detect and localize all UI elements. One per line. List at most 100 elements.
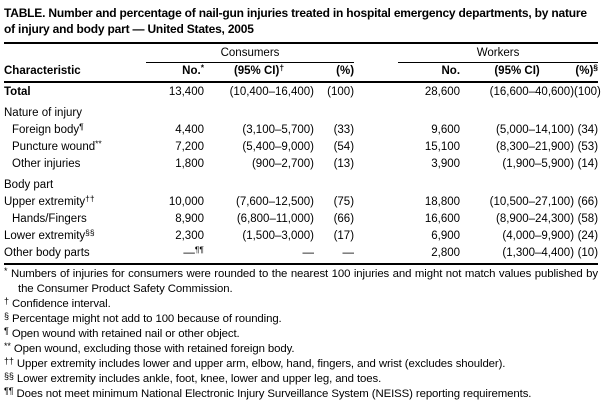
row-label: Puncture wound** bbox=[4, 139, 146, 156]
row-label-text: Other body parts bbox=[4, 247, 90, 259]
cell-consumers-no: —¶¶ bbox=[146, 245, 204, 262]
footnote-text: Open wound, excluding those with retaine… bbox=[13, 343, 295, 355]
col-header-workers-ci: (95% CI) bbox=[460, 62, 575, 83]
footnote-marker: ** bbox=[95, 138, 102, 149]
col-header-text: (%) bbox=[575, 65, 594, 77]
footnote-text: Percentage might not add to 100 because … bbox=[11, 313, 282, 325]
cell-workers-ci: (16,600–40,600) bbox=[489, 86, 575, 98]
injury-table: Consumers Workers Characteristic No.* (9… bbox=[4, 44, 601, 262]
footnote-text: Does not meet minimum National Electroni… bbox=[16, 388, 532, 400]
footnote: ¶¶ Does not meet minimum National Electr… bbox=[4, 387, 598, 402]
cell-consumers-no: 10,000 bbox=[168, 196, 204, 208]
footnote-marker: ¶¶ bbox=[4, 386, 14, 396]
cell-workers-ci: (1,300–4,400) bbox=[502, 247, 575, 259]
cell-value: — bbox=[183, 247, 195, 259]
footnote: ¶ Open wound with retained nail or other… bbox=[4, 327, 598, 342]
cell-consumers-ci: (7,600–12,500) bbox=[235, 196, 314, 208]
footnote: §§ Lower extremity includes ankle, foot,… bbox=[4, 372, 598, 387]
cell-consumers-pct: (75) bbox=[333, 196, 355, 208]
col-header-gap bbox=[354, 62, 399, 83]
footnote: * Numbers of injuries for consumers were… bbox=[4, 267, 598, 297]
footnote: § Percentage might not add to 100 becaus… bbox=[4, 312, 598, 327]
cell-workers-no: 15,100 bbox=[424, 141, 461, 153]
footnote-marker: * bbox=[200, 62, 204, 73]
table-row-upper-extremity: Upper extremity†† 10,000 (7,600–12,500) … bbox=[4, 194, 598, 211]
col-header-text: No. bbox=[182, 65, 201, 77]
footnote: ** Open wound, excluding those with reta… bbox=[4, 342, 598, 357]
cell-consumers-pct: (54) bbox=[333, 141, 355, 153]
footnote-marker: § bbox=[4, 311, 9, 321]
column-header-row: Characteristic No.* (95% CI)† (%) No. (9… bbox=[4, 62, 599, 83]
footnotes: * Numbers of injuries for consumers were… bbox=[4, 267, 598, 402]
cell-workers-no: 2,800 bbox=[431, 247, 461, 259]
col-header-text: (95% CI) bbox=[233, 65, 280, 77]
cell-consumers-no: 8,900 bbox=[175, 213, 204, 225]
footnote-marker: † bbox=[279, 62, 285, 73]
table-row-lower-extremity: Lower extremity§§ 2,300 (1,500–3,000) (1… bbox=[4, 228, 598, 245]
row-label-text: Foreign body bbox=[12, 124, 80, 136]
cell-consumers-ci: (6,800–11,000) bbox=[236, 213, 314, 225]
cell-workers-no: 9,600 bbox=[431, 124, 461, 136]
table-row-foreign-body: Foreign body¶ 4,400 (3,100–5,700) (33) 9… bbox=[4, 122, 598, 139]
page: TABLE. Number and percentage of nail-gun… bbox=[4, 6, 601, 402]
cell-workers-no: 3,900 bbox=[431, 158, 461, 170]
row-label-text: Total bbox=[4, 86, 31, 98]
cell-workers-pct: (14) bbox=[577, 158, 599, 170]
col-header-characteristic: Characteristic bbox=[4, 62, 146, 83]
cell-consumers-ci: (3,100–5,700) bbox=[242, 124, 314, 136]
footnote-marker: †† bbox=[85, 193, 95, 204]
footnote-text: Open wound with retained nail or other o… bbox=[11, 328, 240, 340]
row-label-text: Other injuries bbox=[12, 158, 81, 170]
footnote-marker: §§ bbox=[85, 227, 95, 238]
cell-consumers-no: 4,400 bbox=[175, 124, 204, 136]
table-title: TABLE. Number and percentage of nail-gun… bbox=[4, 6, 587, 36]
cell-workers-pct: (53) bbox=[577, 141, 599, 153]
section-header: Body part bbox=[4, 179, 54, 191]
cell-workers-no: 28,600 bbox=[424, 86, 461, 98]
footnote-text: Lower extremity includes ankle, foot, kn… bbox=[16, 373, 382, 385]
cell-workers-pct: (10) bbox=[577, 247, 599, 259]
footnote-marker: ** bbox=[4, 341, 11, 351]
cell-consumers-ci: (10,400–16,400) bbox=[229, 86, 314, 98]
row-label-text: Lower extremity bbox=[4, 230, 86, 242]
table-row-total: Total 13,400 (10,400–16,400) (100) 28,60… bbox=[4, 82, 601, 101]
table-row-other-body-parts: Other body parts —¶¶ — — 2,800 (1,300–4,… bbox=[4, 245, 598, 262]
group-header-row: Consumers Workers bbox=[4, 44, 599, 63]
title-rule bbox=[4, 42, 598, 44]
cell-consumers-pct: (13) bbox=[333, 158, 355, 170]
footnote-marker: † bbox=[4, 296, 9, 306]
cell-consumers-no: 13,400 bbox=[168, 86, 204, 98]
footnote-marker: §§ bbox=[4, 371, 14, 381]
cell-consumers-no: 7,200 bbox=[175, 141, 204, 153]
cell-consumers-pct: (100) bbox=[327, 86, 355, 98]
footnote-rule bbox=[4, 263, 598, 265]
table-row-hands-fingers: Hands/Fingers 8,900 (6,800–11,000) (66) … bbox=[4, 211, 598, 228]
table-row-puncture-wound: Puncture wound** 7,200 (5,400–9,000) (54… bbox=[4, 139, 598, 156]
footnote: †† Upper extremity includes lower and up… bbox=[4, 357, 598, 372]
cell-consumers-pct: (66) bbox=[333, 213, 355, 225]
section-row-body-part: Body part bbox=[4, 173, 598, 194]
row-label: Other body parts bbox=[4, 245, 146, 262]
group-header-workers: Workers bbox=[398, 44, 599, 63]
cell-consumers-no: 1,800 bbox=[175, 158, 204, 170]
group-header-consumers: Consumers bbox=[146, 44, 355, 63]
cell-consumers-pct: (17) bbox=[333, 230, 355, 242]
cell-consumers-pct: (33) bbox=[333, 124, 355, 136]
cell-consumers-pct: — bbox=[342, 247, 355, 259]
cell-consumers-ci: (900–2,700) bbox=[251, 158, 314, 170]
cell-workers-ci: (8,900–24,300) bbox=[496, 213, 575, 225]
row-label: Upper extremity†† bbox=[4, 194, 146, 211]
cell-workers-ci: (8,300–21,900) bbox=[496, 141, 575, 153]
cell-consumers-ci: — bbox=[302, 247, 315, 259]
footnote-marker: †† bbox=[4, 356, 14, 366]
row-label: Total bbox=[4, 82, 146, 101]
col-header-workers-pct: (%)§ bbox=[574, 62, 599, 83]
row-label-text: Puncture wound bbox=[12, 141, 96, 153]
row-label: Hands/Fingers bbox=[4, 211, 146, 228]
footnote-text: Numbers of injuries for consumers were r… bbox=[10, 268, 598, 295]
row-label: Lower extremity§§ bbox=[4, 228, 146, 245]
table-row-other-injuries: Other injuries 1,800 (900–2,700) (13) 3,… bbox=[4, 156, 598, 173]
cell-workers-pct: (100) bbox=[574, 86, 601, 98]
footnote-marker: ¶ bbox=[4, 326, 9, 336]
section-row-nature-of-injury: Nature of injury bbox=[4, 101, 598, 122]
